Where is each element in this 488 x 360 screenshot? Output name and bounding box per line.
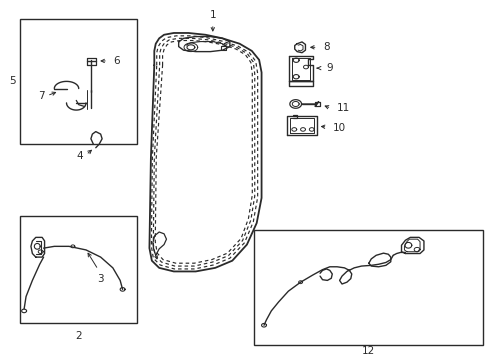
Text: 2: 2 — [75, 331, 82, 341]
Text: 12: 12 — [362, 346, 375, 356]
Text: 4: 4 — [77, 151, 83, 161]
Text: 3: 3 — [97, 274, 104, 284]
Text: 9: 9 — [326, 63, 332, 73]
Bar — [20, 19, 137, 144]
Text: 6: 6 — [113, 56, 119, 66]
Bar — [254, 230, 483, 345]
Bar — [20, 216, 137, 323]
Text: 11: 11 — [336, 103, 350, 113]
Text: 5: 5 — [10, 76, 16, 86]
Text: 10: 10 — [332, 123, 346, 133]
Text: 1: 1 — [209, 10, 216, 21]
Text: 7: 7 — [38, 91, 44, 101]
Text: 8: 8 — [323, 42, 329, 52]
